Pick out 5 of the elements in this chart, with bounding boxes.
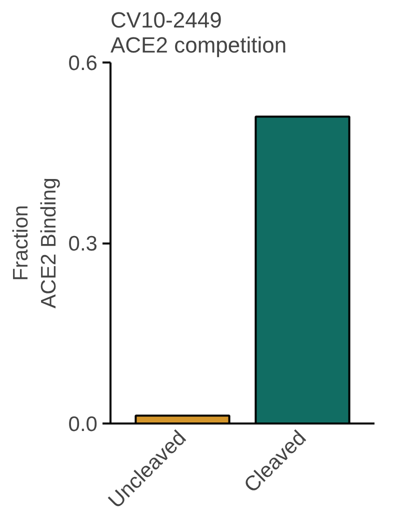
y-axis-title: Fraction ACE2 Binding bbox=[10, 178, 60, 308]
chart-title: CV10-2449 ACE2 competition bbox=[110, 8, 287, 58]
y-tick-label: 0.0 bbox=[68, 413, 98, 436]
y-tick-label: 0.6 bbox=[68, 52, 98, 75]
y-tick-label: 0.3 bbox=[68, 232, 98, 256]
